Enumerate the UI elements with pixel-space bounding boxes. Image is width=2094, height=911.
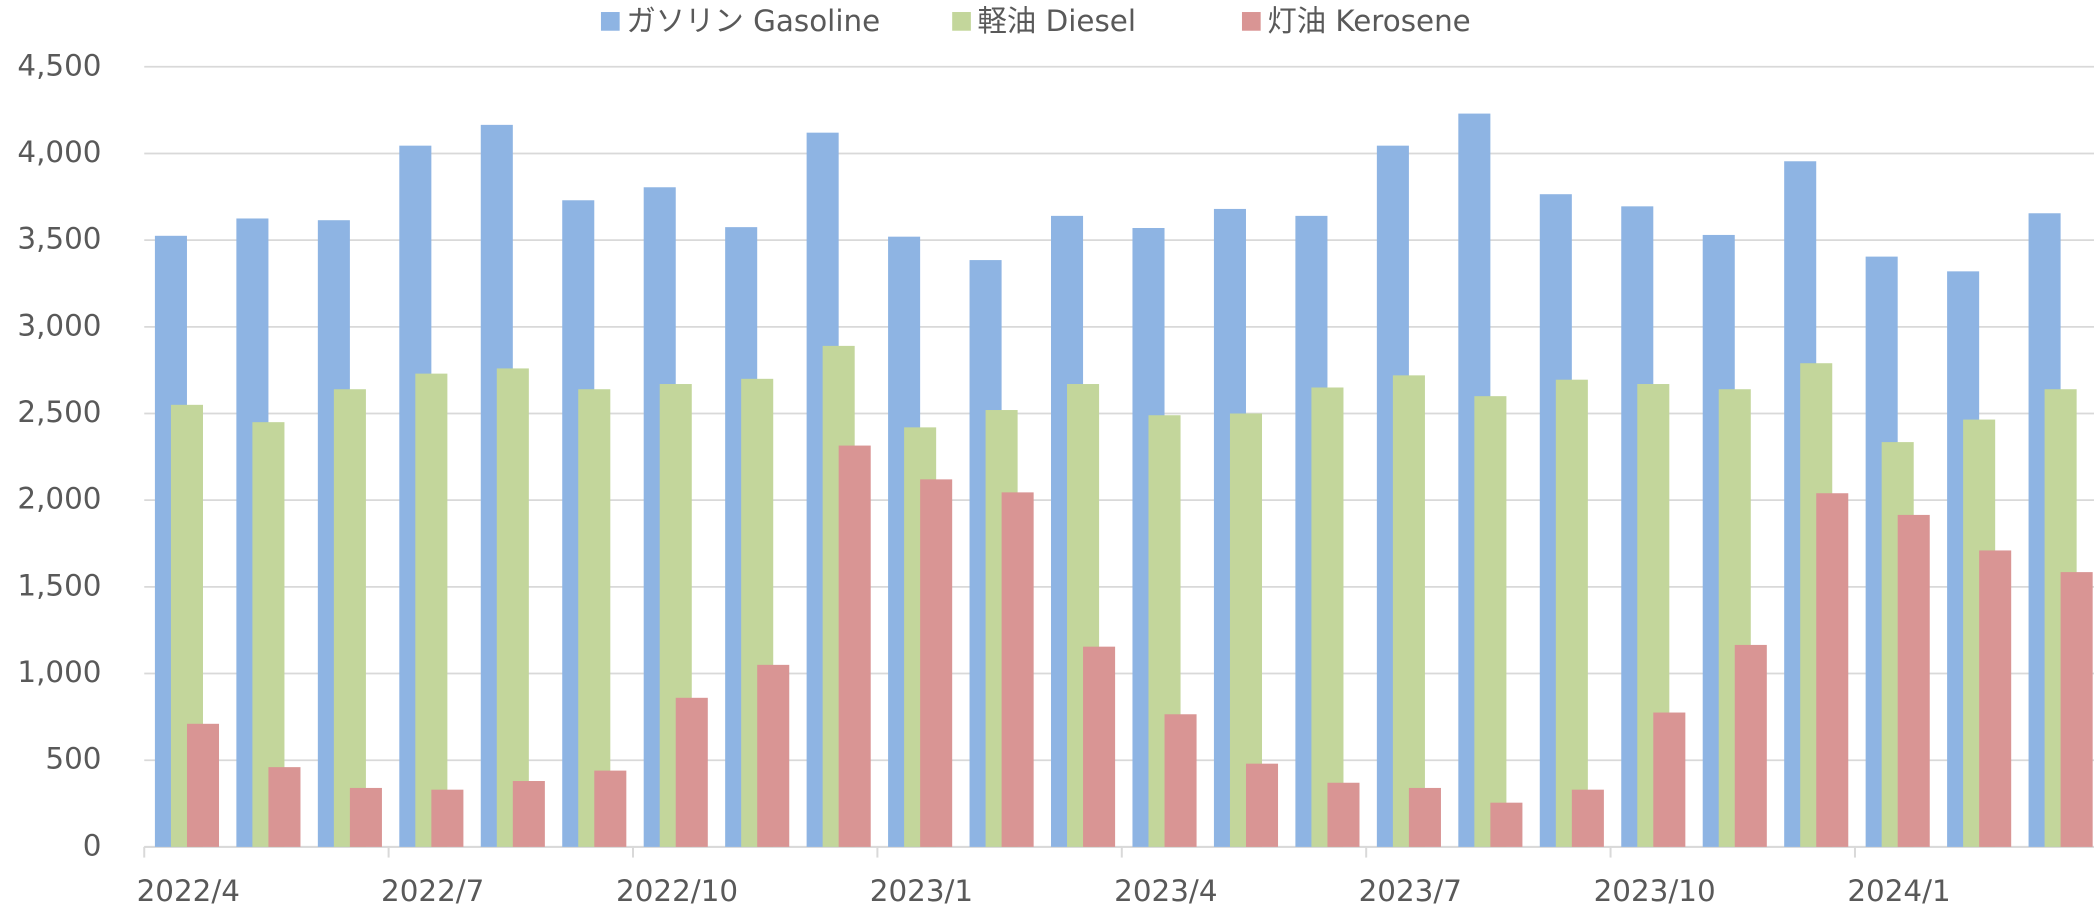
y-tick-label: 2,000	[17, 482, 101, 516]
y-tick-label: 4,000	[17, 135, 101, 169]
y-tick-label: 1,000	[17, 655, 101, 689]
bar	[1392, 375, 1425, 847]
bar	[920, 479, 953, 847]
bar	[431, 789, 464, 847]
bar	[675, 697, 708, 847]
y-tick-label: 500	[45, 742, 101, 776]
bar	[1474, 396, 1507, 847]
y-tick-label: 4,500	[17, 48, 101, 82]
x-tick-label: 2022/4	[137, 874, 240, 908]
bar	[1490, 802, 1523, 847]
y-tick-label: 3,000	[17, 308, 101, 342]
x-tick-label: 2023/4	[1114, 874, 1217, 908]
bar	[1408, 787, 1441, 847]
bar	[1311, 387, 1344, 847]
bar	[333, 389, 366, 847]
bar	[349, 787, 382, 847]
legend-label: ガソリン Gasoline	[626, 4, 880, 38]
bar	[594, 770, 627, 847]
bar	[415, 373, 448, 847]
bar	[1816, 493, 1849, 847]
bar	[186, 723, 220, 847]
legend-swatch	[952, 12, 971, 31]
x-tick-label: 2022/10	[616, 874, 738, 908]
bar	[1555, 379, 1588, 847]
y-tick-label: 3,500	[17, 222, 101, 256]
y-tick-label: 1,500	[17, 568, 101, 602]
x-tick-label: 2024/1	[1847, 874, 1950, 908]
bar	[757, 664, 790, 847]
legend-swatch	[600, 12, 620, 31]
bar	[268, 767, 301, 847]
x-tick-label: 2023/10	[1594, 874, 1716, 908]
y-tick-label: 2,500	[17, 395, 101, 429]
legend-label: 軽油 Diesel	[978, 4, 1136, 38]
x-tick-label: 2023/1	[870, 874, 973, 908]
x-tick-label: 2023/7	[1359, 874, 1462, 908]
bar	[1571, 789, 1604, 847]
bar	[838, 445, 871, 847]
x-tick-label: 2022/7	[381, 874, 484, 908]
legend-swatch	[1241, 12, 1261, 31]
bar	[1327, 782, 1360, 847]
bar	[1083, 646, 1116, 847]
bar	[1245, 763, 1279, 847]
bar	[496, 368, 529, 847]
bar	[512, 781, 545, 847]
legend-label: 灯油 Kerosene	[1267, 4, 1470, 38]
bar	[1653, 712, 1686, 847]
y-tick-label: 0	[83, 828, 102, 862]
bar	[2060, 572, 2093, 847]
bar	[1734, 644, 1767, 847]
bar	[1001, 492, 1034, 847]
bar	[1164, 714, 1197, 847]
bar	[1897, 514, 1930, 847]
bar	[1979, 550, 2012, 847]
